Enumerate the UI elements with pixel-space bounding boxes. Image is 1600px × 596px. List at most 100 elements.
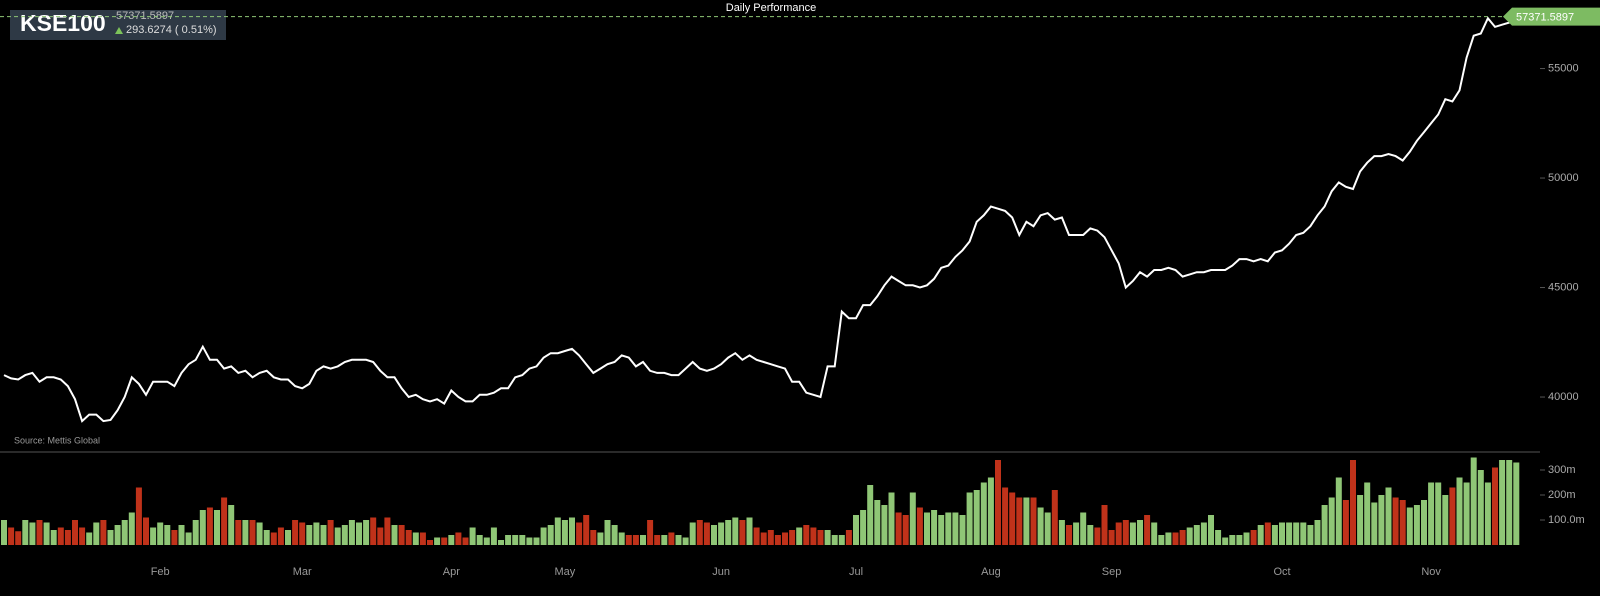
volume-bar xyxy=(412,532,419,545)
volume-bar xyxy=(306,525,313,545)
volume-bar xyxy=(490,527,497,545)
volume-bar xyxy=(43,522,50,545)
y-tick-label: 45000 xyxy=(1548,281,1579,293)
volume-bar xyxy=(725,520,732,545)
volume-bar xyxy=(902,515,909,545)
volume-bar xyxy=(505,535,512,545)
volume-bar xyxy=(1328,497,1335,545)
volume-bar xyxy=(22,520,29,545)
volume-bar xyxy=(384,517,391,545)
volume-bar xyxy=(1108,530,1115,545)
volume-bar xyxy=(1442,495,1449,545)
volume-bar xyxy=(320,525,327,545)
volume-bar xyxy=(803,525,810,545)
volume-bar xyxy=(853,515,859,545)
x-tick-label: Apr xyxy=(443,566,460,578)
volume-bar xyxy=(554,517,561,545)
volume-bar xyxy=(1279,522,1285,545)
volume-bar xyxy=(987,477,994,545)
symbol: KSE100 xyxy=(20,10,106,36)
volume-bar xyxy=(590,530,597,545)
volume-tick-label: 300m xyxy=(1548,464,1576,476)
volume-bar xyxy=(867,485,874,545)
volume-bar xyxy=(824,530,831,545)
volume-bar xyxy=(185,532,192,545)
volume-bar xyxy=(427,540,433,545)
volume-bar xyxy=(150,527,157,545)
x-tick-label: May xyxy=(555,566,576,578)
volume-bar xyxy=(1364,482,1371,545)
volume-bar xyxy=(810,527,817,545)
volume-bar xyxy=(441,537,448,545)
volume-bar xyxy=(1066,525,1072,545)
volume-bar xyxy=(888,492,895,545)
volume-bar xyxy=(1030,497,1037,545)
volume-bar xyxy=(711,525,717,545)
volume-bar xyxy=(199,510,206,545)
up-arrow xyxy=(115,27,123,34)
volume-bar xyxy=(1051,490,1058,545)
volume-bar xyxy=(277,527,284,545)
volume-bar xyxy=(1399,500,1406,545)
volume-bar xyxy=(604,520,611,545)
volume-bar xyxy=(171,530,178,545)
volume-bar xyxy=(8,527,15,545)
volume-bar xyxy=(462,537,469,545)
volume-bar xyxy=(1293,522,1300,545)
price-tag-label: 57371.5897 xyxy=(1516,12,1574,24)
volume-bar xyxy=(15,531,22,545)
volume-bar xyxy=(1,520,7,545)
volume-bar xyxy=(391,525,398,545)
volume-bar xyxy=(313,522,320,545)
volume-bar xyxy=(611,525,618,545)
volume-bar xyxy=(732,517,739,545)
volume-bar xyxy=(1236,535,1243,545)
volume-bar xyxy=(647,520,654,545)
volume-bar xyxy=(675,535,682,545)
volume-bar xyxy=(980,482,987,545)
volume-bar xyxy=(640,535,646,545)
volume-bar xyxy=(1350,460,1356,545)
volume-bar xyxy=(625,535,632,545)
volume-bar xyxy=(1215,530,1222,545)
volume-bar xyxy=(1513,462,1520,545)
volume-bar xyxy=(1094,527,1101,545)
change: 293.6274 ( 0.51%) xyxy=(126,24,217,36)
volume-bar xyxy=(796,527,803,545)
volume-bar xyxy=(1165,532,1172,545)
volume-bar xyxy=(1449,487,1456,545)
volume-bar xyxy=(959,515,966,545)
volume-bar xyxy=(114,525,121,545)
volume-bar xyxy=(924,512,930,545)
volume-bar xyxy=(1300,522,1307,545)
y-tick-label: 40000 xyxy=(1548,391,1579,403)
volume-bar xyxy=(576,522,583,545)
volume-bar xyxy=(1264,522,1271,545)
volume-bar xyxy=(1470,457,1477,545)
volume-bar xyxy=(434,537,441,545)
volume-bar xyxy=(909,492,916,545)
y-tick-label: 50000 xyxy=(1548,172,1579,184)
volume-bar xyxy=(916,507,923,545)
price-tag xyxy=(1503,7,1600,26)
volume-bar xyxy=(256,522,263,545)
volume-bar xyxy=(519,535,526,545)
volume-bar xyxy=(973,490,980,545)
volume-bar xyxy=(661,535,668,545)
header-box xyxy=(10,10,226,40)
price-line xyxy=(3,15,1517,423)
volume-bar xyxy=(760,532,767,545)
chart-title: Daily Performance xyxy=(726,2,816,14)
volume-bar xyxy=(931,510,938,545)
volume-bar xyxy=(1321,505,1328,545)
volume-bar xyxy=(512,535,519,545)
volume-bar xyxy=(79,527,86,545)
volume-bar xyxy=(57,527,64,545)
volume-bar xyxy=(285,530,291,545)
x-tick-label: Jul xyxy=(849,566,863,578)
volume-bar xyxy=(1385,487,1392,545)
volume-bar xyxy=(1243,532,1250,545)
volume-tick-label: 200m xyxy=(1548,489,1576,501)
volume-bar xyxy=(938,515,945,545)
volume-bar xyxy=(1208,515,1214,545)
